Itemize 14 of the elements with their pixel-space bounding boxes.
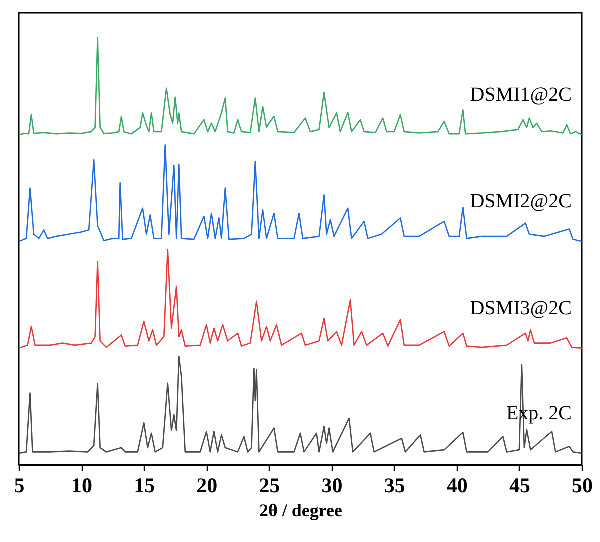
x-tick-label: 20 [196, 474, 218, 498]
x-tick-label: 15 [134, 474, 156, 498]
x-tick-label: 10 [72, 474, 93, 498]
x-axis-title: 2θ / degree [259, 500, 343, 520]
x-tick-label: 5 [14, 474, 25, 498]
series-label: DSMI1@2C [470, 84, 572, 106]
x-tick-label: 25 [259, 474, 280, 498]
x-tick-label: 50 [572, 474, 593, 498]
series-label: DSMI2@2C [470, 190, 572, 213]
series-label: DSMI3@2C [470, 297, 572, 320]
x-tick-label: 45 [509, 474, 530, 498]
x-tick-label: 40 [446, 474, 468, 498]
x-tick-label: 35 [384, 474, 406, 498]
x-tick-label: 30 [322, 474, 343, 498]
